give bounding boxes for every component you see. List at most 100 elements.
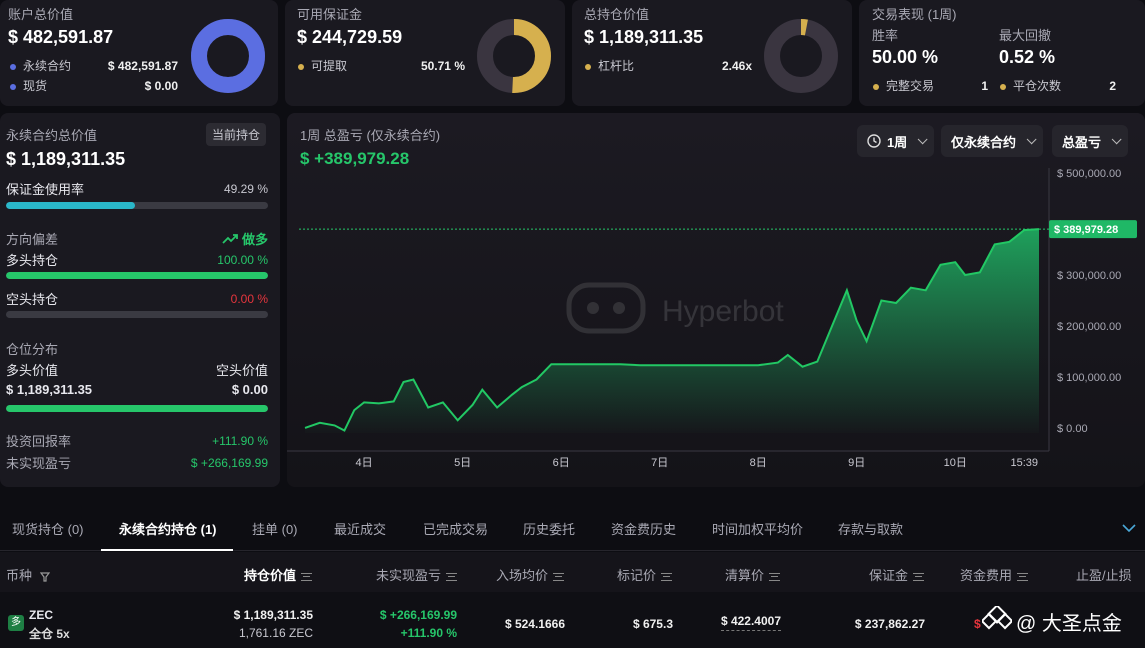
close-value: 2 [1109, 78, 1116, 93]
collapse-chevron-icon[interactable] [1122, 523, 1136, 533]
close-label: 平仓次数 [1013, 79, 1062, 93]
watermark-text: @ 大圣点金 [1016, 612, 1122, 635]
margin-usage-value: 49.29 % [223, 181, 268, 196]
tab-spot-positions[interactable]: 现货持仓 (0) [12, 522, 84, 537]
tab-deposits-withdrawals[interactable]: 存款与取款 [838, 522, 904, 537]
tab-twap[interactable]: 时间加权平均价 [712, 522, 804, 537]
sort-icon[interactable] [446, 572, 458, 581]
trades-dot [873, 84, 879, 90]
distribution-values-row: $ 1,189,311.35 $ 0.00 [6, 382, 268, 397]
available-margin-card: 可用保证金 $ 244,729.59 可提取 50.71 % [285, 0, 565, 106]
winrate-label: 胜率 [872, 28, 899, 43]
period-dropdown[interactable]: 1周 [857, 125, 935, 157]
distribution-bar [6, 405, 268, 412]
margin-usage-label: 保证金使用率 [6, 182, 85, 197]
tab-funding-history[interactable]: 资金费历史 [611, 522, 677, 537]
distribution-labels-row: 多头价值 空头价值 [6, 360, 268, 379]
sort-icon[interactable] [769, 572, 781, 581]
close-count-row: 平仓次数 2 [1000, 77, 1116, 94]
pnl-area-chart: Hyperbot $ 500,000.00$ 400,000.00$ 300,0… [287, 168, 1137, 469]
position-donut [764, 19, 838, 93]
withdrawable-label: 可提取 [311, 59, 348, 73]
tab-recent-fills[interactable]: 最近成交 [334, 522, 387, 537]
x-tick-label: 6日 [553, 457, 570, 469]
margin-mode: 全仓 5x [29, 627, 70, 641]
col-margin[interactable]: 保证金 [869, 565, 925, 584]
tab-order-history[interactable]: 历史委托 [523, 522, 576, 537]
long-value: 100.00 % [217, 252, 268, 267]
scope-dropdown[interactable]: 仅永续合约 [941, 125, 1044, 157]
drawdown-label: 最大回撤 [999, 28, 1052, 43]
pnl-chart-panel: 1周 总盈亏 (仅永续合约) $ +389,979.28 1周 仅永续合约 总盈… [287, 113, 1145, 487]
entry-price: $ 524.1666 [504, 617, 565, 631]
roi-label: 投资回报率 [6, 434, 72, 449]
x-tick-label: 8日 [750, 457, 767, 469]
leverage-value: 2.46x [721, 58, 752, 73]
trades-value: 1 [981, 78, 988, 93]
margin-usage-row: 保证金使用率 49.29 % [6, 179, 268, 198]
account-spot-row: 现货 $ 0.00 [10, 77, 178, 94]
perp-value: $ 482,591.87 [107, 58, 178, 73]
perp-total-label: 永续合约总价值 [6, 128, 98, 143]
x-tick-label: 15:39 [1010, 457, 1038, 469]
upnl-percent: +111.90 % [400, 626, 457, 640]
metric-dropdown-label: 总盈亏 [1062, 134, 1102, 150]
distribution-label: 仓位分布 [6, 342, 59, 357]
x-tick-label: 9日 [848, 457, 865, 469]
current-position-button[interactable]: 当前持仓 [206, 123, 267, 146]
pnl-line [304, 228, 1040, 432]
mark-price: $ 675.3 [632, 617, 673, 631]
position-title: 总持仓价值 [584, 7, 650, 22]
col-coin[interactable]: 币种 [6, 565, 50, 584]
short-bar [6, 311, 268, 318]
upnl-amount: $ +266,169.99 [379, 608, 457, 622]
position-value: $ 1,189,311.35 [233, 608, 313, 622]
sort-icon[interactable] [661, 572, 673, 581]
short-value-label: 空头价值 [215, 363, 268, 378]
long-fill [6, 272, 268, 279]
sort-icon[interactable] [553, 572, 565, 581]
long-value-label: 多头价值 [6, 363, 59, 378]
coin-symbol[interactable]: ZEC [29, 608, 53, 622]
col-funding[interactable]: 资金费用 [960, 565, 1029, 584]
positions-table-header: 币种 持仓价值 未实现盈亏 入场均价 标记价 清算价 保证金 资金费用 止盈/止… [0, 552, 1145, 592]
withdrawable-row: 可提取 50.71 % [298, 57, 465, 74]
scope-dropdown-label: 仅永续合约 [951, 134, 1017, 150]
roi-row: 投资回报率 +111.90 % [6, 431, 268, 450]
sort-icon[interactable] [1017, 572, 1029, 581]
short-value: 0.00 % [230, 291, 268, 306]
long-row: 多头持仓 100.00 % [6, 250, 268, 269]
last-value-tag: $ 389,979.28 [1049, 220, 1137, 239]
tab-perp-positions[interactable]: 永续合约持仓 (1) [119, 522, 217, 537]
long-label: 多头持仓 [6, 253, 59, 268]
period-dropdown-label: 1周 [887, 134, 908, 150]
filter-icon[interactable] [39, 571, 50, 582]
short-label: 空头持仓 [6, 292, 59, 307]
margin-usage-fill [6, 202, 136, 209]
sort-icon[interactable] [913, 572, 925, 581]
col-upnl[interactable]: 未实现盈亏 [376, 565, 458, 584]
upnl-label: 未实现盈亏 [6, 456, 72, 471]
trading-performance-card: 交易表现 (1周) 胜率 最大回撤 50.00 % 0.52 % 完整交易 1 … [859, 0, 1145, 106]
col-entry-price[interactable]: 入场均价 [496, 565, 565, 584]
metric-dropdown[interactable]: 总盈亏 [1052, 125, 1129, 157]
table-row[interactable]: 多 ZEC 全仓 5x $ 1,189,311.35 1,761.16 ZEC … [0, 592, 1145, 648]
tab-open-orders[interactable]: 挂单 (0) [252, 522, 298, 537]
y-tick-label: $ 500,000.00 [1057, 168, 1121, 180]
liquidation-price[interactable]: $ 422.4007 [720, 614, 781, 631]
account-donut [191, 19, 265, 93]
tab-completed-trades[interactable]: 已完成交易 [423, 522, 489, 537]
col-mark-price[interactable]: 标记价 [617, 565, 673, 584]
col-liq-price[interactable]: 清算价 [725, 565, 781, 584]
sort-icon[interactable] [301, 572, 313, 581]
hyperbot-logo-icon [566, 282, 646, 334]
spot-value: $ 0.00 [144, 78, 178, 93]
pnl-area [305, 229, 1039, 433]
spot-label: 现货 [23, 79, 48, 93]
chart-watermark: Hyperbot [662, 295, 784, 328]
margin-title: 可用保证金 [297, 7, 363, 22]
col-position-value[interactable]: 持仓价值 [244, 565, 313, 584]
x-tick-label: 4日 [356, 457, 373, 469]
long-badge: 多 [8, 615, 24, 631]
trend-up-icon [222, 233, 238, 244]
